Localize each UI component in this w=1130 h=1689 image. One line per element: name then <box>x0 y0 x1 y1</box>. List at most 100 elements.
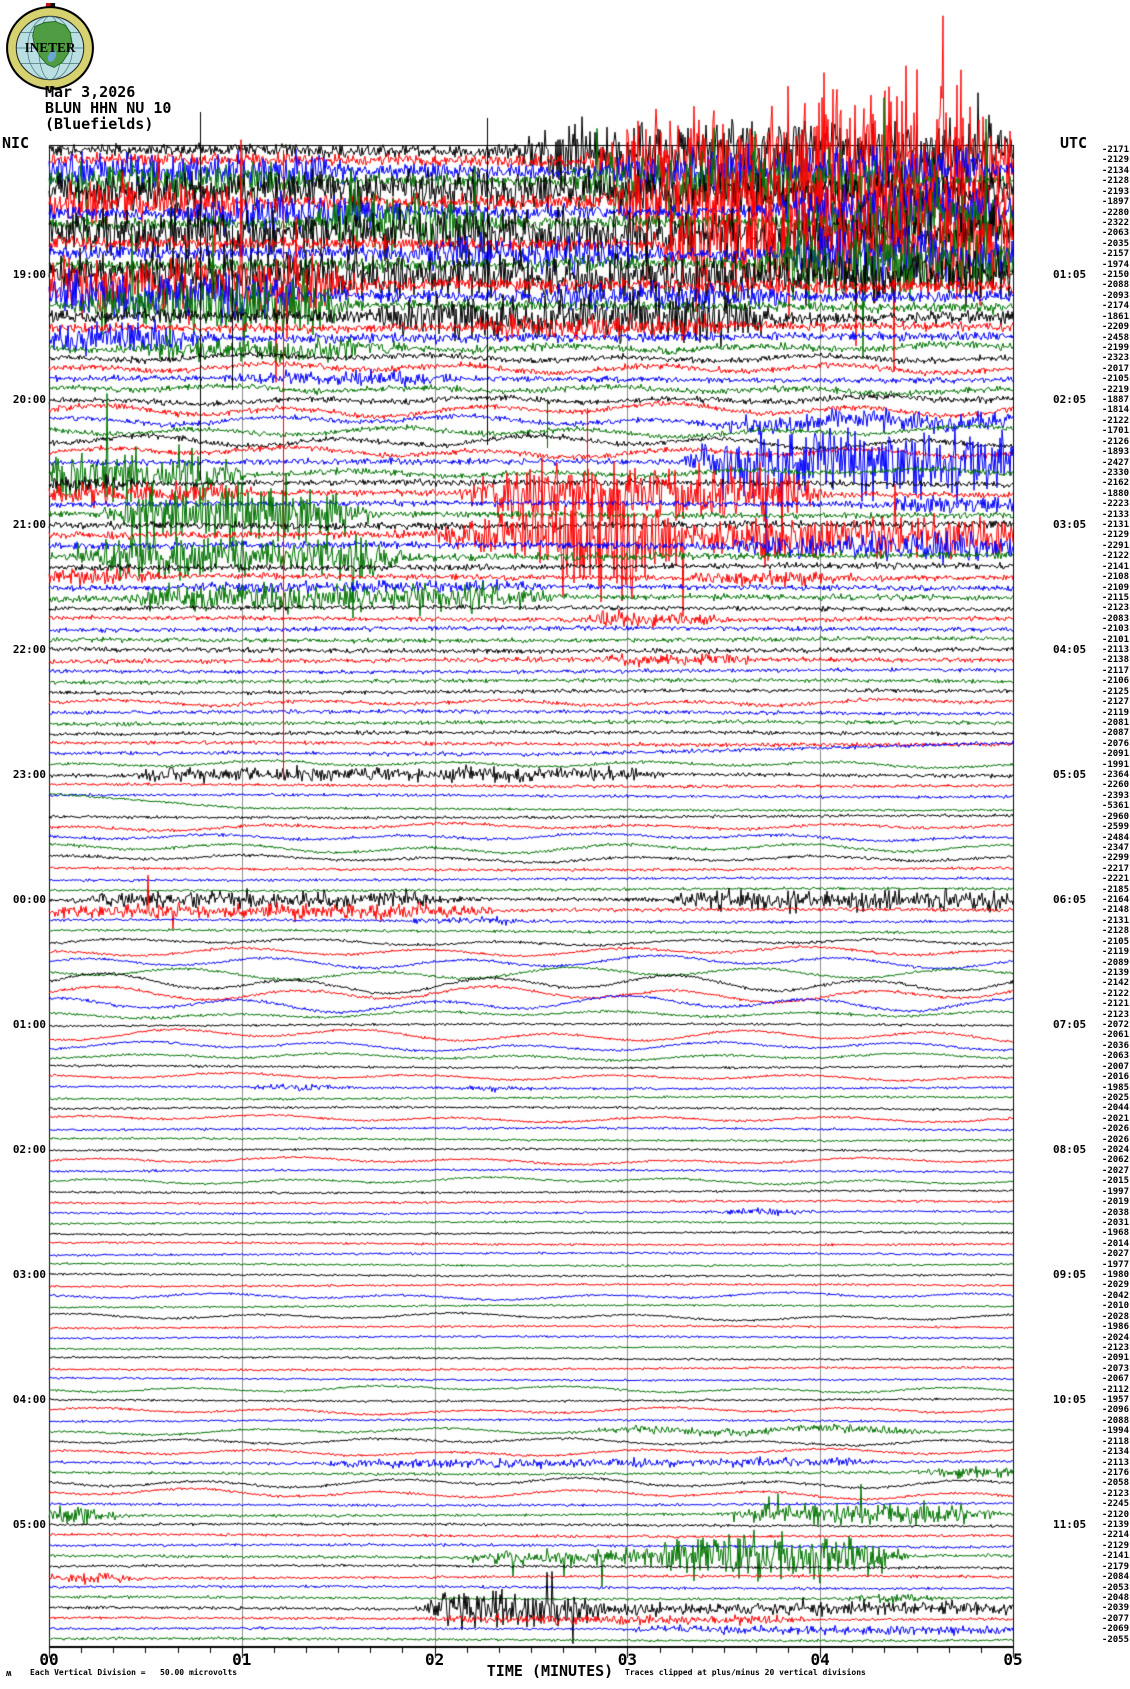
trace-offset-value: -2029 <box>1101 1280 1129 1291</box>
trace-offset-value: -2209 <box>1101 322 1129 333</box>
left-time-label: 23:00 <box>12 768 46 782</box>
trace-offset-value: -2077 <box>1101 1613 1129 1624</box>
trace-offset-value: -2118 <box>1101 1436 1129 1447</box>
trace-offset-value: -2048 <box>1101 1592 1129 1603</box>
trace-offset-value: -2010 <box>1101 1301 1129 1312</box>
trace-offset-value: -1880 <box>1101 488 1129 499</box>
trace-offset-value: -2028 <box>1101 1311 1129 1322</box>
trace-offset-value: -2280 <box>1101 207 1129 218</box>
trace-offset-value: -1991 <box>1101 759 1129 770</box>
trace-offset-value: -2101 <box>1101 634 1129 645</box>
left-time-label: 20:00 <box>12 393 46 406</box>
trace-offset-value: -2025 <box>1101 1092 1129 1103</box>
trace-offset-value: -1980 <box>1101 1270 1129 1281</box>
right-time-label: 08:05 <box>1053 1143 1087 1157</box>
trace-offset-value: -1887 <box>1101 395 1129 405</box>
trace-offset-value: -2113 <box>1101 1457 1129 1468</box>
left-time-label: 22:00 <box>12 643 46 657</box>
trace-offset-value: -2127 <box>1101 697 1129 708</box>
x-axis-tick-label: 05 <box>1003 1650 1023 1669</box>
trace-offset-value: -2073 <box>1101 1363 1129 1374</box>
trace-offset-value: -2164 <box>1101 895 1129 906</box>
left-time-label: 03:00 <box>12 1268 46 1282</box>
trace-offset-value: -2150 <box>1101 270 1129 280</box>
trace-offset-value: -2214 <box>1101 1530 1129 1541</box>
trace-offset-value: -2162 <box>1101 478 1129 489</box>
trace-offset-value: -2128 <box>1101 926 1129 937</box>
trace-offset-value: -2113 <box>1101 645 1129 656</box>
trace-offset-value: -2171 <box>1101 145 1129 155</box>
trace-offset-value: -2133 <box>1101 509 1129 520</box>
trace-offset-value: -2042 <box>1101 1290 1129 1301</box>
trace-offset-value: -2088 <box>1101 280 1129 291</box>
trace-offset-value: -2322 <box>1101 217 1129 228</box>
trace-offset-value: -2139 <box>1101 967 1129 978</box>
trace-offset-value: -2484 <box>1101 832 1129 843</box>
trace-offset-value: -1861 <box>1101 311 1129 322</box>
x-axis-title: TIME (MINUTES) <box>486 1662 614 1680</box>
trace-offset-value: -2019 <box>1101 1197 1129 1208</box>
trace-offset-value: -2072 <box>1101 1020 1129 1031</box>
trace-offset-value: -2199 <box>1101 342 1129 353</box>
trace-offset-value: -2067 <box>1101 1374 1129 1385</box>
left-time-label: 00:00 <box>12 893 46 907</box>
trace-offset-value: -2024 <box>1101 1332 1129 1343</box>
trace-offset-value: -2122 <box>1101 988 1129 999</box>
right-time-label: 02:05 <box>1053 393 1087 406</box>
trace-offset-value: -2058 <box>1101 1478 1129 1489</box>
trace-offset-value: -2125 <box>1101 686 1129 697</box>
right-time-label: 11:05 <box>1053 1518 1087 1532</box>
trace-offset-value: -2260 <box>1101 780 1129 791</box>
trace-offset-value: -2024 <box>1101 1145 1129 1156</box>
trace-offset-value: -2176 <box>1101 1467 1129 1478</box>
trace-offset-value: -2193 <box>1101 186 1129 197</box>
trace-offset-value: -2122 <box>1101 551 1129 562</box>
trace-offset-value: -1974 <box>1101 259 1129 270</box>
trace-offset-value: -2185 <box>1101 884 1129 895</box>
x-axis-tick-label: 02 <box>424 1650 445 1669</box>
trace-offset-value: -1968 <box>1101 1228 1129 1239</box>
trace-offset-value: -2129 <box>1101 1540 1129 1551</box>
x-axis-tick-label: 01 <box>232 1650 252 1669</box>
trace-offset-value: -2291 <box>1101 540 1129 551</box>
trace-offset-value: -2330 <box>1101 467 1129 478</box>
trace-offset-value: -2035 <box>1101 238 1129 249</box>
trace-offset-value: -2123 <box>1101 1488 1129 1499</box>
trace-offset-value: -2069 <box>1101 1624 1129 1635</box>
trace-offset-value: -2036 <box>1101 1040 1129 1051</box>
right-time-label: 06:05 <box>1053 893 1087 907</box>
left-time-label: 01:00 <box>12 1018 46 1032</box>
trace-offset-value: -2027 <box>1101 1249 1129 1260</box>
trace-offset-value: -2323 <box>1101 353 1129 364</box>
trace-offset-value: -2174 <box>1101 301 1129 312</box>
trace-offset-value: -2109 <box>1101 582 1129 593</box>
left-time-label: 02:00 <box>12 1143 46 1157</box>
trace-offset-value: -2063 <box>1101 228 1129 239</box>
trace-offset-value: -2089 <box>1101 957 1129 968</box>
left-time-label: 19:00 <box>12 268 46 281</box>
trace-offset-value: -2134 <box>1101 165 1129 176</box>
trace-offset-value: -2179 <box>1101 1561 1129 1572</box>
trace-offset-value: -2087 <box>1101 728 1129 739</box>
trace-offset-value: -5361 <box>1101 801 1129 812</box>
trace-offset-value: -2055 <box>1101 1634 1129 1645</box>
trace-offset-value: -2126 <box>1101 436 1129 447</box>
trace-offset-value: -1957 <box>1101 1395 1129 1406</box>
footer-waveform-glyph: ʍ <box>6 1669 12 1679</box>
trace-offset-value: -2007 <box>1101 1061 1129 1072</box>
trace-offset-value: -2223 <box>1101 499 1129 510</box>
trace-offset-value: -2427 <box>1101 457 1129 468</box>
trace-offset-value: -2105 <box>1101 936 1129 947</box>
trace-offset-value: -2364 <box>1101 770 1129 781</box>
trace-offset-value: -2123 <box>1101 603 1129 614</box>
trace-offset-value: -2083 <box>1101 613 1129 624</box>
trace-offset-value: -1897 <box>1101 197 1129 208</box>
trace-offset-value: -2122 <box>1101 415 1129 426</box>
trace-offset-value: -2960 <box>1101 811 1129 822</box>
trace-offset-value: -1997 <box>1101 1186 1129 1197</box>
trace-offset-value: -2105 <box>1101 374 1129 385</box>
trace-offset-value: -2458 <box>1101 332 1129 343</box>
trace-offset-value: -2393 <box>1101 790 1129 801</box>
